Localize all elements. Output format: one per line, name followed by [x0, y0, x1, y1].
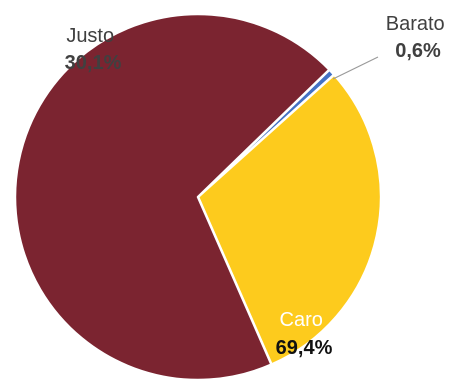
- slice-name-caro: Caro: [280, 309, 323, 331]
- slice-label-justo: Justo 30,1%: [65, 25, 122, 74]
- slice-name-justo: Justo: [66, 25, 114, 47]
- pie-slice-justo: [196, 73, 383, 366]
- slice-name-barato: Barato: [386, 13, 445, 35]
- leader-line-barato: [332, 56, 379, 80]
- slice-label-caro: Caro 69,4%: [276, 309, 333, 359]
- slice-label-barato: Barato 0,6%: [386, 13, 451, 62]
- slice-value-caro: 69,4%: [276, 337, 333, 359]
- pie-slices: [13, 12, 383, 380]
- slice-value-barato: 0,6%: [395, 40, 441, 62]
- pie-slice-caro: [13, 12, 331, 380]
- slice-value-justo: 30,1%: [65, 52, 122, 74]
